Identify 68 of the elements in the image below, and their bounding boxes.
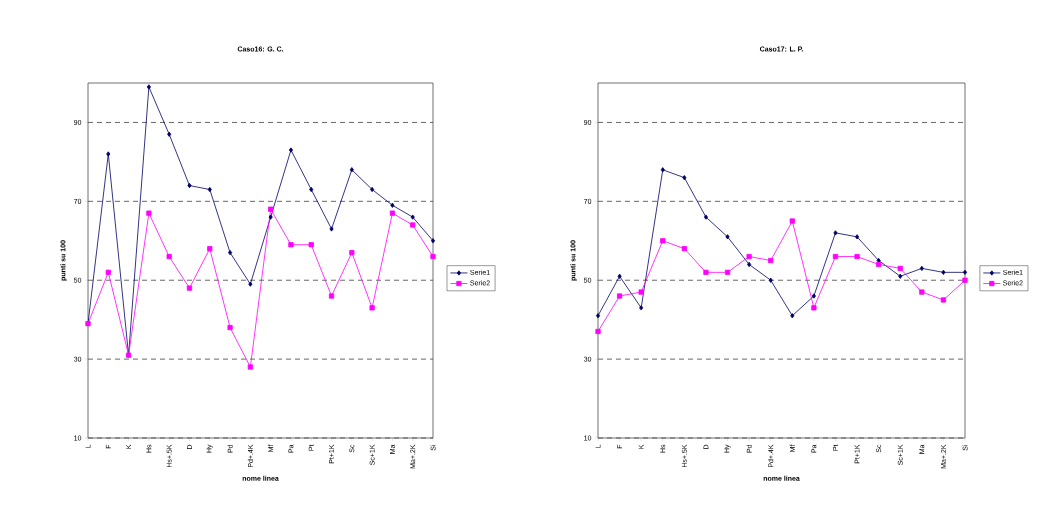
point [410,214,415,220]
point [638,289,644,295]
point [962,277,968,283]
point [430,253,436,260]
point [962,269,968,275]
point [308,242,314,248]
point [309,186,314,193]
point [789,218,795,224]
point [329,226,334,232]
point [898,273,903,279]
point [682,175,687,181]
point [207,186,212,193]
point [146,210,152,216]
point [639,305,644,311]
point [167,131,172,137]
point [768,277,773,283]
point [855,234,860,240]
point [146,84,151,90]
point [747,261,752,268]
point [105,269,111,275]
point [268,214,273,220]
point [703,269,709,275]
point [247,364,253,370]
point [876,261,882,268]
point [595,313,601,319]
point [166,253,172,260]
point [940,297,947,303]
point [288,147,293,153]
point [349,167,354,173]
point [228,250,233,256]
point [288,242,294,248]
point [227,324,233,331]
point [410,222,416,228]
point [897,265,903,271]
point [919,265,924,271]
point [941,269,946,275]
point [811,293,816,299]
point [617,293,623,299]
point [617,273,622,279]
point [833,230,838,236]
point [595,328,601,335]
point [746,253,752,260]
point [703,214,708,220]
point [725,234,730,240]
point [876,257,881,264]
point [187,182,192,189]
point [390,202,395,208]
point [389,210,396,216]
point [268,206,274,212]
point [854,253,860,260]
point [919,289,925,295]
point [369,305,375,311]
point [349,250,355,256]
point [370,186,375,193]
point [681,246,687,252]
point [724,269,731,275]
point [832,253,839,260]
point [811,305,817,311]
point [328,293,335,299]
point [660,238,666,244]
point [768,257,774,264]
point [430,238,436,244]
point [660,167,665,173]
point [106,151,111,157]
point [790,313,795,319]
point [248,281,253,287]
point [207,246,213,252]
point [186,285,193,291]
